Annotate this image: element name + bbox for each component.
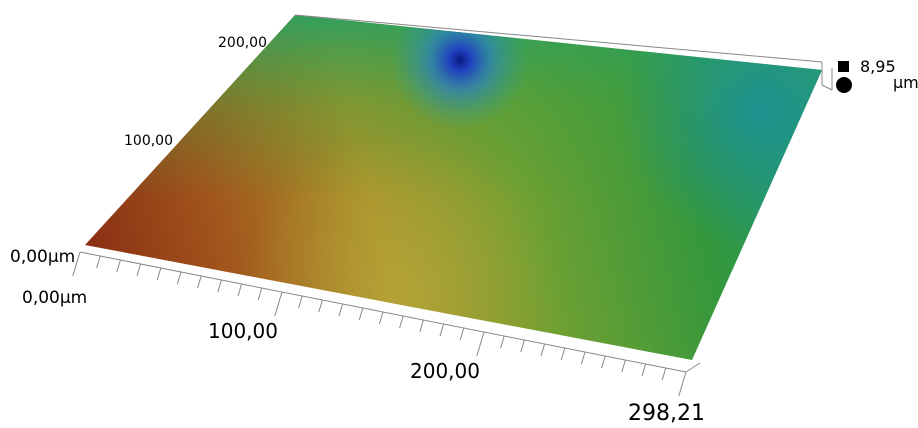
y-label: 0,00µm bbox=[10, 247, 75, 267]
x-tick bbox=[238, 284, 242, 296]
x-tick bbox=[117, 260, 121, 272]
x-tick bbox=[541, 344, 545, 356]
x-tick bbox=[602, 356, 606, 368]
x-tick bbox=[420, 320, 424, 332]
x-tick bbox=[177, 272, 181, 284]
z-axis bbox=[822, 85, 832, 90]
x-tick bbox=[561, 348, 565, 360]
x-label: 298,21 bbox=[628, 401, 705, 426]
y-label: 100,00 bbox=[124, 133, 173, 149]
x-tick bbox=[218, 280, 222, 292]
x-tick bbox=[501, 336, 505, 348]
x-tick bbox=[477, 332, 484, 356]
z-unit: µm bbox=[893, 73, 918, 92]
x-tick bbox=[359, 308, 363, 320]
z-max-marker bbox=[838, 61, 849, 72]
x-tick bbox=[275, 292, 282, 316]
x-label: 200,00 bbox=[410, 359, 480, 383]
x-tick bbox=[662, 368, 666, 380]
x-tick bbox=[97, 256, 101, 268]
x-tick bbox=[319, 300, 323, 312]
x-tick bbox=[339, 304, 343, 316]
z-max-label: 8,95 bbox=[860, 57, 896, 76]
x-tick bbox=[157, 268, 161, 280]
x-tick bbox=[581, 352, 585, 364]
x-label: 100,00 bbox=[208, 319, 278, 343]
x-tick bbox=[642, 364, 646, 376]
surface-plot: 0,00µm 100,00 200,00 0,00µm 100,00 200,0… bbox=[0, 0, 918, 428]
x-tick bbox=[679, 372, 686, 396]
x-tick bbox=[299, 296, 303, 308]
z-min-marker bbox=[836, 77, 852, 93]
x-tick bbox=[460, 328, 464, 340]
x-tick bbox=[258, 288, 262, 300]
x-label: 0,00µm bbox=[22, 288, 87, 308]
x-tick bbox=[379, 312, 383, 324]
x-axis bbox=[686, 363, 700, 372]
x-tick bbox=[400, 316, 404, 328]
x-tick bbox=[521, 340, 525, 352]
x-tick bbox=[622, 360, 626, 372]
x-tick bbox=[440, 324, 444, 336]
x-tick bbox=[198, 276, 202, 288]
y-label: 200,00 bbox=[218, 35, 267, 51]
x-tick bbox=[137, 264, 141, 276]
